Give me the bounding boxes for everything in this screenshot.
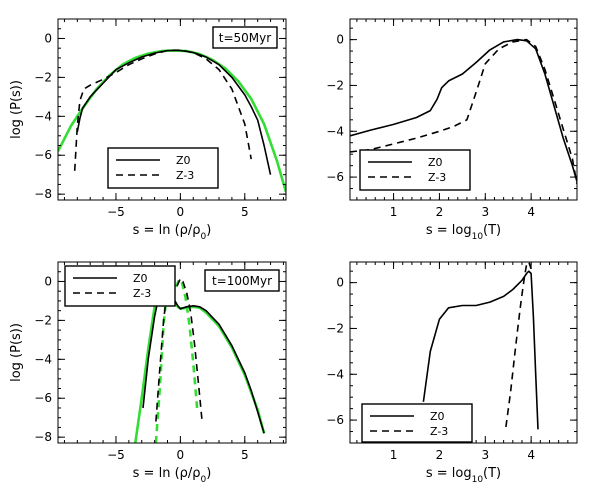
chart-panel-4: 1 2 3 4 0 −2 −4 −6 s = log10(T) Z0 Z-3	[326, 261, 578, 485]
y-tick-label: 0	[336, 33, 344, 47]
plot-frame	[57, 261, 287, 444]
y-tick-label: −6	[326, 170, 344, 184]
y-tick-label: −6	[326, 413, 344, 427]
time-annotation: t=50Myr	[219, 31, 271, 45]
y-tick-label: −2	[326, 78, 344, 92]
x-axis-label-part: s = ln (ρ/ρ	[133, 223, 201, 238]
series-line-z3-dashed	[155, 277, 204, 424]
chart-panel-1: −5 0 50−2−4−6−8s = ln (ρ/ρ0)log (P(s))t=50…	[9, 18, 287, 242]
series-line-z0-solid	[76, 49, 272, 175]
x-tick-label: 5	[241, 448, 249, 462]
y-axis-label: log (P(s))	[9, 80, 24, 139]
plot-frame	[349, 18, 578, 201]
y-tick-label: −4	[326, 367, 344, 381]
plot-frame	[349, 261, 578, 444]
x-axis-label-sub: 10	[472, 475, 484, 485]
x-tick-label: 1	[390, 205, 398, 219]
x-axis-label-sub: 10	[472, 232, 484, 242]
time-annotation-box	[204, 269, 280, 292]
chart-panel-3: −5 0 50−2−4−6−8s = ln (ρ/ρ0)log (P(s))t=10…	[9, 261, 287, 485]
y-tick-label: −2	[34, 313, 52, 327]
x-tick-label: −5	[107, 448, 125, 462]
x-axis-label-part: (T)	[483, 466, 501, 481]
x-axis-label-sub: 0	[201, 475, 207, 485]
time-annotation-box	[212, 26, 278, 49]
y-tick-label: 0	[44, 31, 52, 45]
y-tick-label: 0	[336, 276, 344, 290]
legend-box	[361, 403, 473, 443]
x-axis-label-part: s = log	[426, 466, 472, 481]
series-line-z3-dashed	[350, 38, 577, 185]
x-axis-label: s = ln (ρ/ρ0)	[133, 223, 212, 242]
legend-label-z3: Z-3	[133, 287, 151, 300]
y-tick-label: −2	[326, 321, 344, 335]
y-tick-label: −6	[34, 148, 52, 162]
time-annotation: t=100Myr	[212, 274, 272, 288]
y-tick-label: −4	[326, 124, 344, 138]
chart-panel-2: 1 2 3 4 0 −2 −4 −6 s = log10(T) Z0 Z-3	[326, 18, 578, 242]
legend-box	[64, 265, 176, 307]
x-axis-label-sub: 0	[201, 232, 207, 242]
x-tick-label: 4	[527, 448, 535, 462]
x-tick-label: 3	[481, 448, 489, 462]
x-axis-label-part: (T)	[483, 223, 501, 238]
legend-label-z3: Z-3	[428, 171, 446, 184]
x-axis-label-part: )	[206, 223, 211, 238]
y-tick-label: −8	[34, 187, 52, 201]
y-tick-label: −4	[34, 352, 52, 366]
legend-box	[107, 147, 219, 189]
y-tick-label: −4	[34, 109, 52, 123]
legend-label-z0: Z0	[428, 156, 443, 169]
x-axis-label: s = log10(T)	[426, 223, 501, 242]
x-axis-label-part: )	[206, 466, 211, 481]
y-axis-label: log (P(s))	[9, 323, 24, 382]
x-tick-label: 0	[177, 448, 185, 462]
x-tick-label: 2	[436, 448, 444, 462]
y-tick-label: −2	[34, 70, 52, 84]
legend-box	[359, 149, 471, 191]
x-tick-label: 5	[241, 205, 249, 219]
x-tick-label: 3	[481, 205, 489, 219]
legend-label-z0: Z0	[430, 410, 445, 423]
x-tick-label: 2	[436, 205, 444, 219]
x-tick-label: 1	[390, 448, 398, 462]
legend-label-z0: Z0	[176, 154, 191, 167]
y-tick-label: −8	[34, 430, 52, 444]
series-line-z0-solid	[422, 270, 539, 430]
x-axis-label: s = ln (ρ/ρ0)	[133, 466, 212, 485]
x-tick-label: 0	[177, 205, 185, 219]
series-line-z3-dashed	[505, 262, 532, 428]
x-axis-label: s = log10(T)	[426, 466, 501, 485]
y-tick-label: 0	[44, 274, 52, 288]
x-axis-label-part: s = log	[426, 223, 472, 238]
legend-label-z3: Z-3	[176, 169, 194, 182]
x-tick-label: 4	[527, 205, 535, 219]
x-tick-label: −5	[107, 205, 125, 219]
legend-label-z0: Z0	[133, 272, 148, 285]
legend-label-z3: Z-3	[430, 425, 448, 438]
x-axis-label-part: s = ln (ρ/ρ	[133, 466, 201, 481]
plot-frame	[57, 18, 287, 201]
y-tick-label: −6	[34, 391, 52, 405]
series-line-z0-solid	[350, 38, 577, 182]
